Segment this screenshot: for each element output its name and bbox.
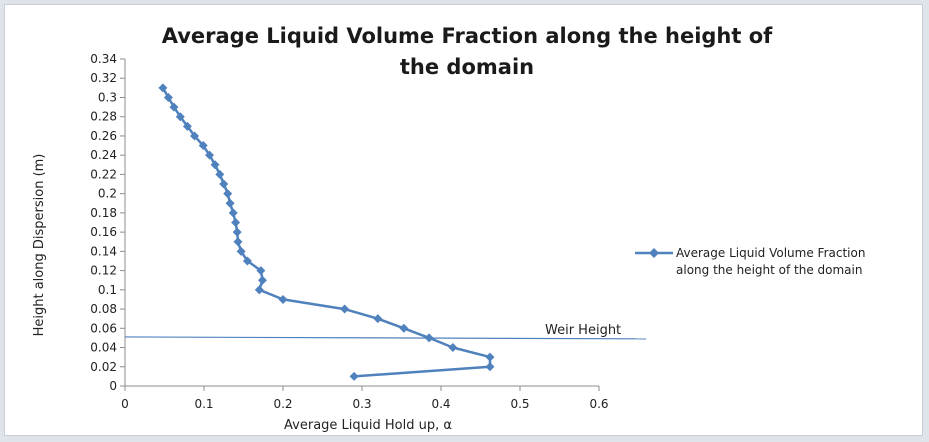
- x-tick-label: 0.5: [510, 397, 529, 411]
- x-axis-title: Average Liquid Hold up, α: [284, 418, 452, 433]
- legend-label-line-2: along the height of the domain: [676, 263, 862, 277]
- data-point: [175, 112, 185, 122]
- y-tick-label: 0.08: [90, 302, 117, 316]
- legend-label-line-1: Average Liquid Volume Fraction: [676, 246, 865, 260]
- y-tick-label: 0.28: [90, 110, 117, 124]
- chart-title-line-1: Average Liquid Volume Fraction along the…: [162, 24, 773, 48]
- y-tick-label: 0.3: [98, 90, 117, 104]
- data-point: [219, 179, 229, 189]
- y-tick-label: 0.26: [90, 129, 117, 143]
- y-tick-label: 0.06: [90, 321, 117, 335]
- chart-title-line-2: the domain: [400, 55, 534, 79]
- data-point: [257, 275, 267, 285]
- y-tick-label: 0.14: [90, 244, 117, 258]
- x-tick-label: 0.2: [273, 397, 292, 411]
- y-tick-label: 0.18: [90, 206, 117, 220]
- series-line: [161, 87, 492, 378]
- data-point: [399, 323, 409, 333]
- y-tick-label: 0.34: [90, 52, 117, 66]
- data-point: [232, 227, 242, 237]
- y-tick-label: 0: [109, 379, 117, 393]
- x-tick-label: 0.3: [352, 397, 371, 411]
- y-tick-label: 0.16: [90, 225, 117, 239]
- data-point: [158, 83, 168, 93]
- x-tick-label: 0.6: [589, 397, 608, 411]
- data-point: [254, 285, 264, 295]
- y-tick-label: 0.04: [90, 341, 117, 355]
- data-point: [163, 92, 173, 102]
- weir-height-line: [124, 336, 647, 340]
- data-point: [349, 371, 359, 381]
- data-point: [256, 266, 266, 276]
- x-tick-label: 0.4: [431, 397, 450, 411]
- data-point: [278, 294, 288, 304]
- data-point: [236, 246, 246, 256]
- data-point: [215, 169, 225, 179]
- y-tick-label: 0.1: [98, 283, 117, 297]
- data-point: [182, 121, 192, 131]
- data-point: [448, 343, 458, 353]
- data-point: [231, 218, 241, 227]
- y-tick-label: 0.2: [98, 187, 117, 201]
- data-point: [198, 141, 208, 151]
- y-tick-label: 0.22: [90, 167, 117, 181]
- line-chart: Average Liquid Volume Fraction along the…: [32, 24, 865, 433]
- data-point: [485, 362, 495, 372]
- data-point: [424, 333, 434, 343]
- series-layer: [158, 83, 495, 381]
- data-point: [225, 198, 235, 208]
- y-tick-labels: 0 0.02 0.04 0.06 0.08 0.1 0.12 0.14 0.16 0.18 0.2 0…: [90, 52, 125, 393]
- chart-area: Average Liquid Volume Fraction along the…: [4, 4, 923, 436]
- data-point: [228, 208, 238, 218]
- y-tick-label: 0.32: [90, 71, 117, 85]
- x-tick-labels: 0 0.1 0.2 0.3 0.4 0.5 0.6: [121, 386, 609, 411]
- x-tick-label: 0: [121, 397, 129, 411]
- data-point: [210, 160, 220, 170]
- y-tick-label: 0.02: [90, 360, 117, 374]
- data-point: [169, 102, 179, 112]
- data-point: [223, 189, 233, 199]
- data-point: [205, 150, 215, 160]
- y-tick-label: 0.24: [90, 148, 117, 162]
- x-tick-label: 0.1: [194, 397, 213, 411]
- y-tick-label: 0.12: [90, 264, 117, 278]
- data-point: [233, 237, 243, 247]
- legend-marker-swatch: [649, 248, 659, 258]
- data-point: [340, 304, 350, 314]
- weir-height-label: Weir Height: [545, 323, 621, 338]
- data-point: [242, 256, 252, 266]
- annotations: Weir Height: [124, 323, 647, 340]
- legend: Average Liquid Volume Fraction along the…: [635, 246, 865, 277]
- y-axis-title: Height along Dispersion (m): [32, 154, 47, 337]
- data-point: [485, 352, 495, 362]
- data-point: [373, 314, 383, 324]
- data-point: [190, 131, 200, 141]
